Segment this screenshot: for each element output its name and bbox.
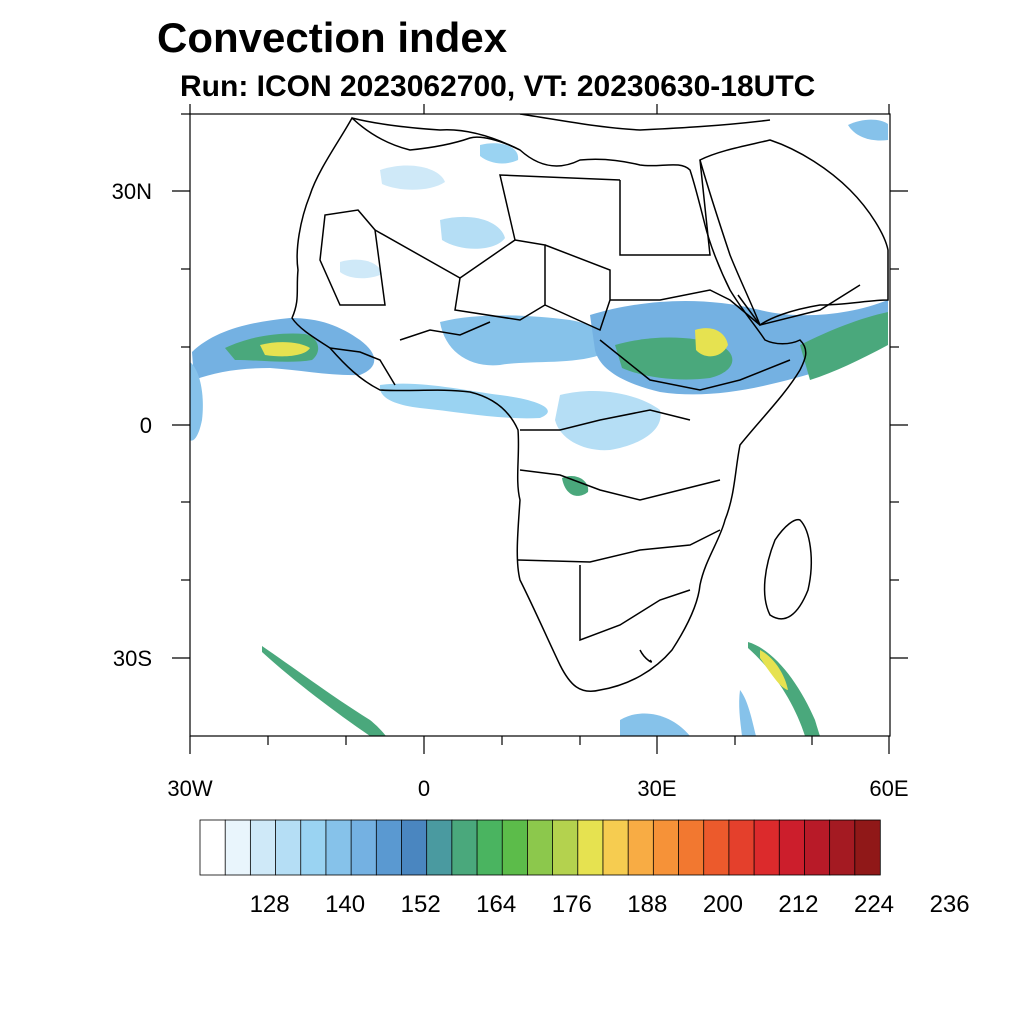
colorbar-label: 140 — [325, 891, 365, 918]
colorbar-label: 176 — [552, 891, 592, 918]
lon-label-0: 0 — [418, 776, 430, 801]
border-line-13 — [737, 284, 861, 326]
convection-peak-ethiopia — [695, 328, 728, 357]
colorbar-swatch — [300, 819, 327, 876]
colorbar-label: 152 — [401, 891, 441, 918]
colorbar-label: 188 — [627, 891, 667, 918]
lon-label-60e: 60E — [869, 776, 908, 801]
border-line-7 — [599, 339, 791, 391]
colorbar-swatch — [552, 819, 579, 876]
border-line-11 — [579, 565, 691, 642]
border-line-9 — [519, 469, 721, 501]
colorbar-swatch — [249, 819, 277, 876]
convection-region-sahel — [440, 315, 604, 366]
border-line-5 — [619, 159, 711, 256]
convection-region-sahara-1 — [440, 216, 505, 249]
colorbar-label: 224 — [854, 891, 894, 918]
border-line-2 — [374, 174, 621, 279]
colorbar-swatch — [829, 819, 856, 876]
colorbar-swatch — [728, 819, 755, 876]
colorbar-swatch — [527, 819, 554, 876]
colorbar-swatch — [703, 819, 730, 876]
colorbar — [199, 819, 881, 876]
colorbar-swatch — [350, 819, 377, 876]
border-line-1 — [319, 209, 386, 306]
colorbar-swatch — [275, 819, 302, 876]
colorbar-label: 212 — [778, 891, 818, 918]
lon-label-30w: 30W — [167, 776, 212, 801]
colorbar-swatch — [652, 819, 680, 876]
colorbar-swatch — [602, 819, 629, 876]
colorbar-swatch — [854, 819, 881, 876]
lat-label-0: 0 — [140, 413, 152, 438]
coastline-mediterranean — [351, 117, 521, 151]
coastline-arabia — [699, 139, 889, 327]
colorbar-labels: 128 140 152 164 176 188 200 212 224 236 — [250, 891, 970, 918]
border-line-14 — [399, 321, 491, 341]
convection-region-gulf — [379, 383, 548, 419]
border-line-6 — [610, 289, 761, 326]
convection-region-arabian-sea — [800, 312, 888, 380]
colorbar-swatch — [678, 819, 705, 876]
axis-ticks — [172, 104, 908, 754]
convection-band-southeast — [620, 713, 690, 736]
border-line-3 — [454, 239, 546, 321]
colorbar-swatch — [501, 819, 529, 876]
convection-band-south-indian — [748, 642, 820, 736]
convection-field — [190, 119, 888, 736]
convection-spot-red-sea — [848, 119, 888, 141]
lat-label-30s: 30S — [113, 646, 152, 671]
colorbar-swatch — [401, 819, 428, 876]
colorbar-swatch — [627, 819, 655, 876]
colorbar-swatch — [451, 819, 478, 876]
lat-label-30n: 30N — [112, 179, 152, 204]
convection-region-congo — [555, 390, 661, 451]
colorbar-swatch — [426, 819, 453, 876]
convection-region-sahara-3 — [480, 143, 519, 164]
convection-region-west-edge — [190, 362, 203, 441]
convection-spot-angola — [562, 475, 589, 496]
chart-subtitle: Run: ICON 2023062700, VT: 20230630-18UTC — [180, 70, 816, 103]
coastline-africa — [291, 116, 807, 692]
colorbar-swatch — [199, 819, 226, 876]
colorbar-swatch — [375, 819, 403, 876]
coastlines-and-borders — [291, 114, 889, 692]
coastline-madagascar — [763, 518, 813, 620]
convection-peak-south-indian — [760, 650, 788, 690]
colorbar-label: 128 — [250, 891, 290, 918]
colorbar-swatch — [753, 819, 780, 876]
colorbar-label: 164 — [476, 891, 516, 918]
colorbar-label: 236 — [930, 891, 970, 918]
colorbar-swatch — [224, 819, 252, 876]
border-line-15 — [329, 347, 396, 386]
convection-band-south-atlantic — [262, 646, 386, 736]
convection-region-sahara-2 — [380, 165, 445, 190]
colorbar-swatch — [804, 819, 831, 876]
border-line-8 — [520, 409, 691, 431]
colorbar-swatch — [476, 819, 503, 876]
colorbar-label: 200 — [703, 891, 743, 918]
border-line-10 — [517, 529, 721, 563]
coastline-europe — [519, 114, 771, 131]
border-line-12 — [639, 649, 652, 663]
convection-peak-guinea — [260, 342, 310, 357]
colorbar-swatch — [577, 819, 604, 876]
colorbar-swatch — [325, 819, 352, 876]
lon-label-30e: 30E — [637, 776, 676, 801]
map-frame — [189, 113, 891, 737]
convection-band-madagascar-south — [739, 690, 756, 736]
chart-title: Convection index — [157, 14, 508, 61]
colorbar-swatch — [778, 819, 806, 876]
convection-region-mauritania — [340, 259, 382, 279]
